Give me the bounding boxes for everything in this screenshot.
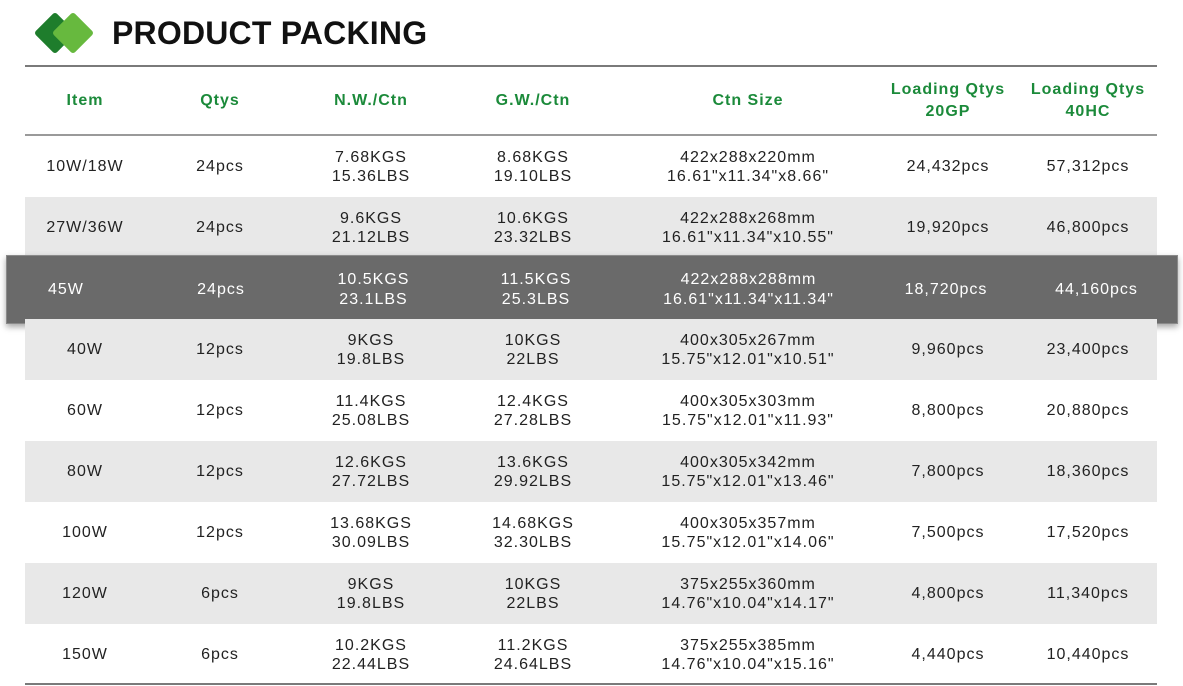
cell-loading-20gp: 4,440pcs <box>911 646 985 663</box>
cell-qtys: 6pcs <box>201 646 239 663</box>
cell-loading-20gp: 8,800pcs <box>911 402 985 419</box>
cell-loading-20gp: 7,800pcs <box>911 463 985 480</box>
cell-loading-40hc: 46,800pcs <box>1046 219 1130 236</box>
table-row-highlighted: 45W 24pcs 10.5KGS 23.1LBS 11.5KGS 25.3LBS 42… <box>6 255 1178 324</box>
cell-qtys: 12pcs <box>196 524 244 541</box>
cell-gw: 14.68KGS 32.30LBS <box>492 514 574 551</box>
cell-gw: 13.6KGS 29.92LBS <box>493 453 573 490</box>
cell-qtys: 6pcs <box>201 585 239 602</box>
cell-loading-20gp: 9,960pcs <box>911 341 985 358</box>
top-rule <box>25 65 1157 67</box>
header-gw: G.W./Ctn <box>495 91 571 109</box>
cell-loading-40hc: 11,340pcs <box>1047 585 1129 602</box>
cell-loading-40hc: 17,520pcs <box>1046 524 1130 541</box>
cell-ctn-size: 400x305x267mm 15.75"x12.01"x10.51" <box>661 331 835 368</box>
cell-ctn-size: 400x305x342mm 15.75"x12.01"x13.46" <box>661 453 835 490</box>
cell-qtys: 12pcs <box>196 463 244 480</box>
cell-nw: 12.6KGS 27.72LBS <box>331 453 411 490</box>
cell-loading-20gp: 4,800pcs <box>911 585 985 602</box>
table-row: 80W 12pcs 12.6KGS 27.72LBS 13.6KGS 29.92LBS… <box>25 441 1157 502</box>
table-row: 10W/18W 24pcs 7.68KGS 15.36LBS 8.68KGS 19.1… <box>25 136 1157 197</box>
cell-gw: 11.2KGS 24.64LBS <box>493 636 573 673</box>
cell-loading-20gp: 7,500pcs <box>911 524 985 541</box>
cell-item: 100W <box>62 524 108 541</box>
table-row: 120W 6pcs 9KGS 19.8LBS 10KGS 22LBS 375x255x3… <box>25 563 1157 624</box>
table-row: 27W/36W 24pcs 9.6KGS 21.12LBS 10.6KGS 23.32… <box>25 197 1157 258</box>
table-row: 150W 6pcs 10.2KGS 22.44LBS 11.2KGS 24.64LBS… <box>25 624 1157 685</box>
cell-ctn-size: 375x255x385mm 14.76"x10.04"x15.16" <box>661 636 835 673</box>
cell-gw: 10.6KGS 23.32LBS <box>493 209 573 246</box>
cell-qtys: 12pcs <box>196 402 244 419</box>
table-row: 60W 12pcs 11.4KGS 25.08LBS 12.4KGS 27.28LBS… <box>25 380 1157 441</box>
cell-item: 45W <box>48 280 84 298</box>
cell-loading-40hc: 44,160pcs <box>1055 280 1138 298</box>
cell-item: 150W <box>62 646 108 663</box>
table-row: 100W 12pcs 13.68KGS 30.09LBS 14.68KGS 32.30… <box>25 502 1157 563</box>
cell-gw: 8.68KGS 19.10LBS <box>493 148 573 185</box>
cell-loading-20gp: 24,432pcs <box>906 158 990 175</box>
page-header: PRODUCT PACKING <box>33 8 428 58</box>
cell-ctn-size: 400x305x303mm 15.75"x12.01"x11.93" <box>662 392 834 429</box>
cell-gw: 12.4KGS 27.28LBS <box>493 392 573 429</box>
cell-item: 60W <box>67 402 103 419</box>
logo-icon <box>33 10 98 56</box>
cell-ctn-size: 375x255x360mm 14.76"x10.04"x14.17" <box>661 575 835 612</box>
header-ctn-size: Ctn Size <box>712 91 784 109</box>
header-nw: N.W./Ctn <box>334 91 408 109</box>
cell-nw: 10.5KGS 23.1LBS <box>337 270 410 308</box>
header-qtys: Qtys <box>200 91 240 109</box>
cell-loading-40hc: 18,360pcs <box>1046 463 1130 480</box>
cell-ctn-size: 422x288x288mm 16.61"x11.34"x11.34" <box>663 270 834 308</box>
table-row: 40W 12pcs 9KGS 19.8LBS 10KGS 22LBS 400x305x2… <box>25 319 1157 380</box>
cell-qtys: 24pcs <box>196 219 244 236</box>
cell-nw: 9.6KGS 21.12LBS <box>331 209 411 246</box>
cell-loading-20gp: 19,920pcs <box>906 219 990 236</box>
cell-ctn-size: 400x305x357mm 15.75"x12.01"x14.06" <box>661 514 835 551</box>
cell-loading-40hc: 10,440pcs <box>1046 646 1130 663</box>
cell-item: 80W <box>67 463 103 480</box>
page-title: PRODUCT PACKING <box>112 14 428 51</box>
cell-item: 27W/36W <box>46 219 124 236</box>
header-rule <box>25 134 1157 136</box>
cell-nw: 7.68KGS 15.36LBS <box>331 148 411 185</box>
bottom-rule <box>25 683 1157 685</box>
header-loading-20gp: Loading Qtys 20GP <box>890 80 1006 120</box>
header-item: Item <box>66 91 104 109</box>
cell-qtys: 24pcs <box>197 280 245 298</box>
cell-loading-20gp: 18,720pcs <box>904 280 988 298</box>
cell-ctn-size: 422x288x220mm 16.61"x11.34"x8.66" <box>666 148 830 185</box>
cell-nw: 10.2KGS 22.44LBS <box>331 636 411 673</box>
table-header: Item Qtys N.W./Ctn G.W./Ctn Ctn Size Loa… <box>25 67 1157 134</box>
cell-nw: 9KGS 19.8LBS <box>336 331 406 368</box>
cell-loading-40hc: 20,880pcs <box>1046 402 1130 419</box>
cell-loading-40hc: 57,312pcs <box>1046 158 1130 175</box>
cell-loading-40hc: 23,400pcs <box>1046 341 1130 358</box>
cell-nw: 9KGS 19.8LBS <box>336 575 406 612</box>
cell-qtys: 12pcs <box>196 341 244 358</box>
cell-item: 10W/18W <box>46 158 124 175</box>
cell-item: 120W <box>62 585 108 602</box>
cell-nw: 13.68KGS 30.09LBS <box>330 514 412 551</box>
cell-nw: 11.4KGS 25.08LBS <box>331 392 411 429</box>
cell-item: 40W <box>67 341 103 358</box>
cell-ctn-size: 422x288x268mm 16.61"x11.34"x10.55" <box>662 209 834 246</box>
cell-gw: 10KGS 22LBS <box>504 331 562 368</box>
cell-gw: 11.5KGS 25.3LBS <box>500 270 572 308</box>
cell-qtys: 24pcs <box>196 158 244 175</box>
header-loading-40hc: Loading Qtys 40HC <box>1030 80 1146 120</box>
cell-gw: 10KGS 22LBS <box>504 575 562 612</box>
